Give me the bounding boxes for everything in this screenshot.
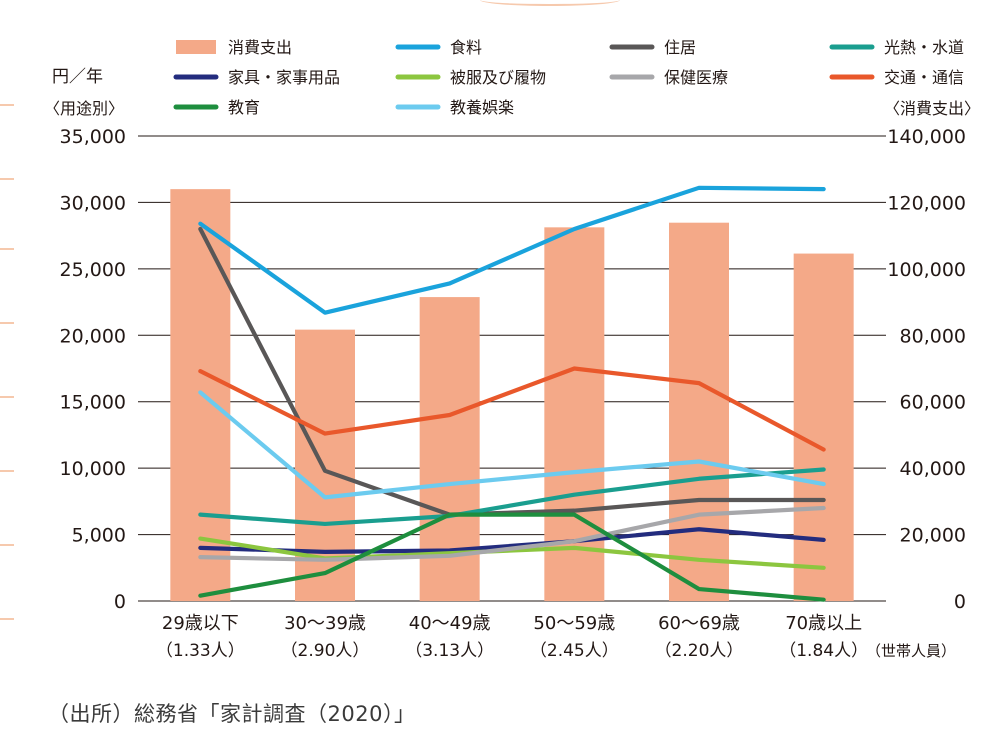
legend-label: 教育: [228, 98, 260, 117]
right-tick-label: 60,000: [900, 392, 966, 414]
right-tick-label: 100,000: [887, 259, 966, 281]
category-label: 70歳以上: [785, 613, 862, 634]
axis-tick-labels: 0 5,000 10,000 15,000 20,000 25,000 30,000 35,0…: [60, 126, 966, 613]
series-line: [198, 527, 826, 554]
left-tick-label: 25,000: [60, 259, 126, 281]
right-tick-label: 120,000: [887, 192, 966, 214]
right-tick-label: 80,000: [900, 325, 966, 347]
category-sublabel: （2.45人）: [530, 641, 619, 661]
legend-label: 住居: [664, 38, 696, 57]
category-label: 29歳以下: [162, 613, 239, 634]
right-tick-label: 0: [954, 591, 966, 613]
category-sublabel: （1.33人）: [156, 641, 245, 661]
legend-label: 光熱・水道: [884, 38, 964, 57]
right-axis-caption: 〈消費支出〉: [884, 99, 980, 118]
left-tick-label: 30,000: [60, 192, 126, 214]
grid-lines: [138, 135, 886, 602]
source-note: （出所）総務省「家計調査（2020）」: [48, 702, 416, 726]
legend-label: 教養娯楽: [450, 98, 514, 117]
category-sublabel: （3.13人）: [405, 641, 494, 661]
legend-label: 保健医療: [664, 68, 728, 87]
top-decoration: [480, 0, 620, 6]
left-axis-unit: 円／年: [52, 67, 103, 87]
legend-label: 食料: [450, 38, 482, 57]
combo-chart: 0 5,000 10,000 15,000 20,000 25,000 30,000 35,0…: [44, 38, 980, 661]
bar: [793, 253, 854, 602]
series-line: [198, 185, 826, 315]
left-tick-label: 35,000: [60, 126, 126, 148]
left-tick-label: 10,000: [60, 458, 126, 480]
right-tick-label: 40,000: [900, 458, 966, 480]
x-axis-caption: （世帯人員）: [866, 642, 956, 660]
series-line: [198, 366, 826, 452]
series-line: [198, 536, 826, 570]
category-label: 60～69歳: [658, 613, 740, 634]
category-sublabel: （1.84人）: [779, 641, 868, 661]
category-sublabel: （2.20人）: [655, 641, 744, 661]
left-tick-label: 5,000: [72, 525, 126, 547]
left-tick-label: 20,000: [60, 325, 126, 347]
category-label: 30～39歳: [284, 613, 366, 634]
category-label: 50～59歳: [533, 613, 615, 634]
series-line: [198, 505, 826, 562]
x-axis-labels: 29歳以下 （1.33人） 30～39歳 （2.90人） 40～49歳 （3.13人） 50…: [156, 613, 868, 661]
legend-label: 消費支出: [228, 38, 292, 57]
left-tick-label: 0: [114, 591, 126, 613]
legend-label: 交通・通信: [884, 68, 964, 87]
bar-series: [170, 189, 854, 602]
legend-label: 被服及び履物: [450, 68, 546, 87]
series-line: [198, 390, 826, 500]
bar: [669, 222, 729, 602]
line-series: [198, 185, 826, 602]
series-line: [198, 467, 826, 527]
category-label: 40～49歳: [409, 613, 491, 634]
left-tick-label: 15,000: [60, 392, 126, 414]
left-axis-caption: 〈用途別〉: [44, 99, 124, 118]
series-line: [198, 512, 826, 602]
legend-label: 家具・家事用品: [228, 68, 340, 87]
right-tick-label: 20,000: [900, 525, 966, 547]
category-sublabel: （2.90人）: [281, 641, 370, 661]
legend-swatch: [176, 40, 216, 54]
right-tick-label: 140,000: [887, 126, 966, 148]
